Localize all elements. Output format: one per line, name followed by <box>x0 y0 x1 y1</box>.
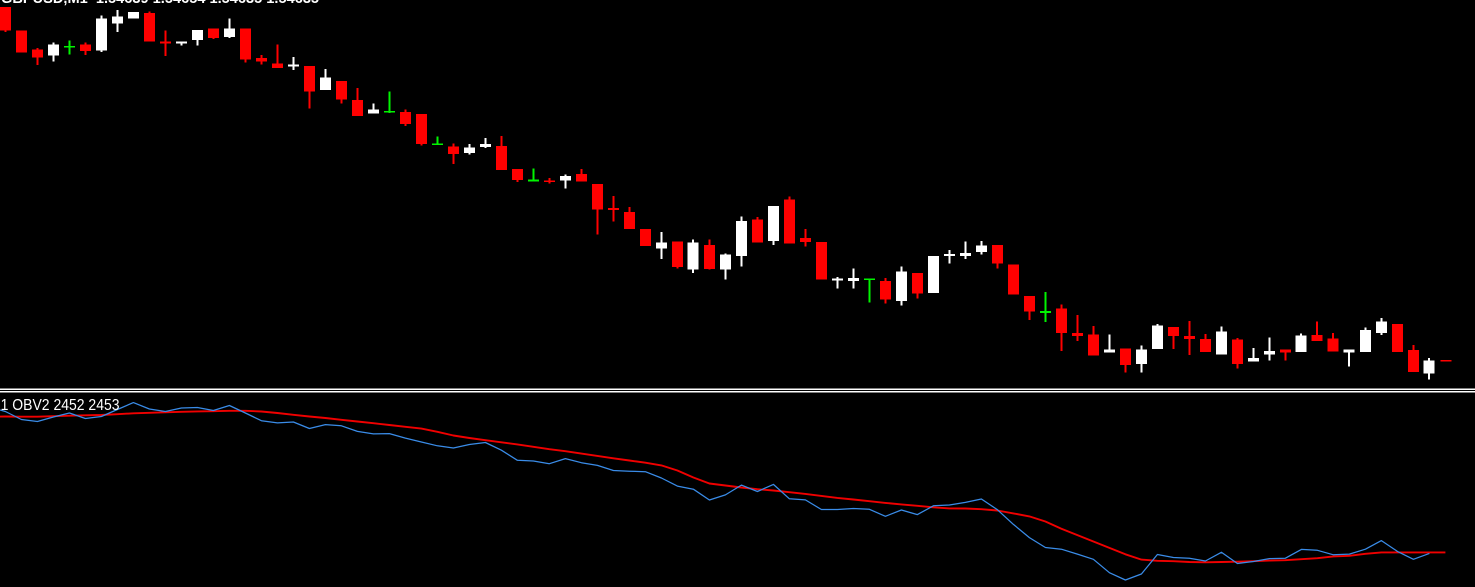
svg-text:M1 OBV2 2452 2453: M1 OBV2 2452 2453 <box>0 397 120 414</box>
svg-text:GBPUSD,M1 1.54639 1.54654 1.5: GBPUSD,M1 1.54639 1.54654 1.54635 1.5463… <box>1 0 319 7</box>
